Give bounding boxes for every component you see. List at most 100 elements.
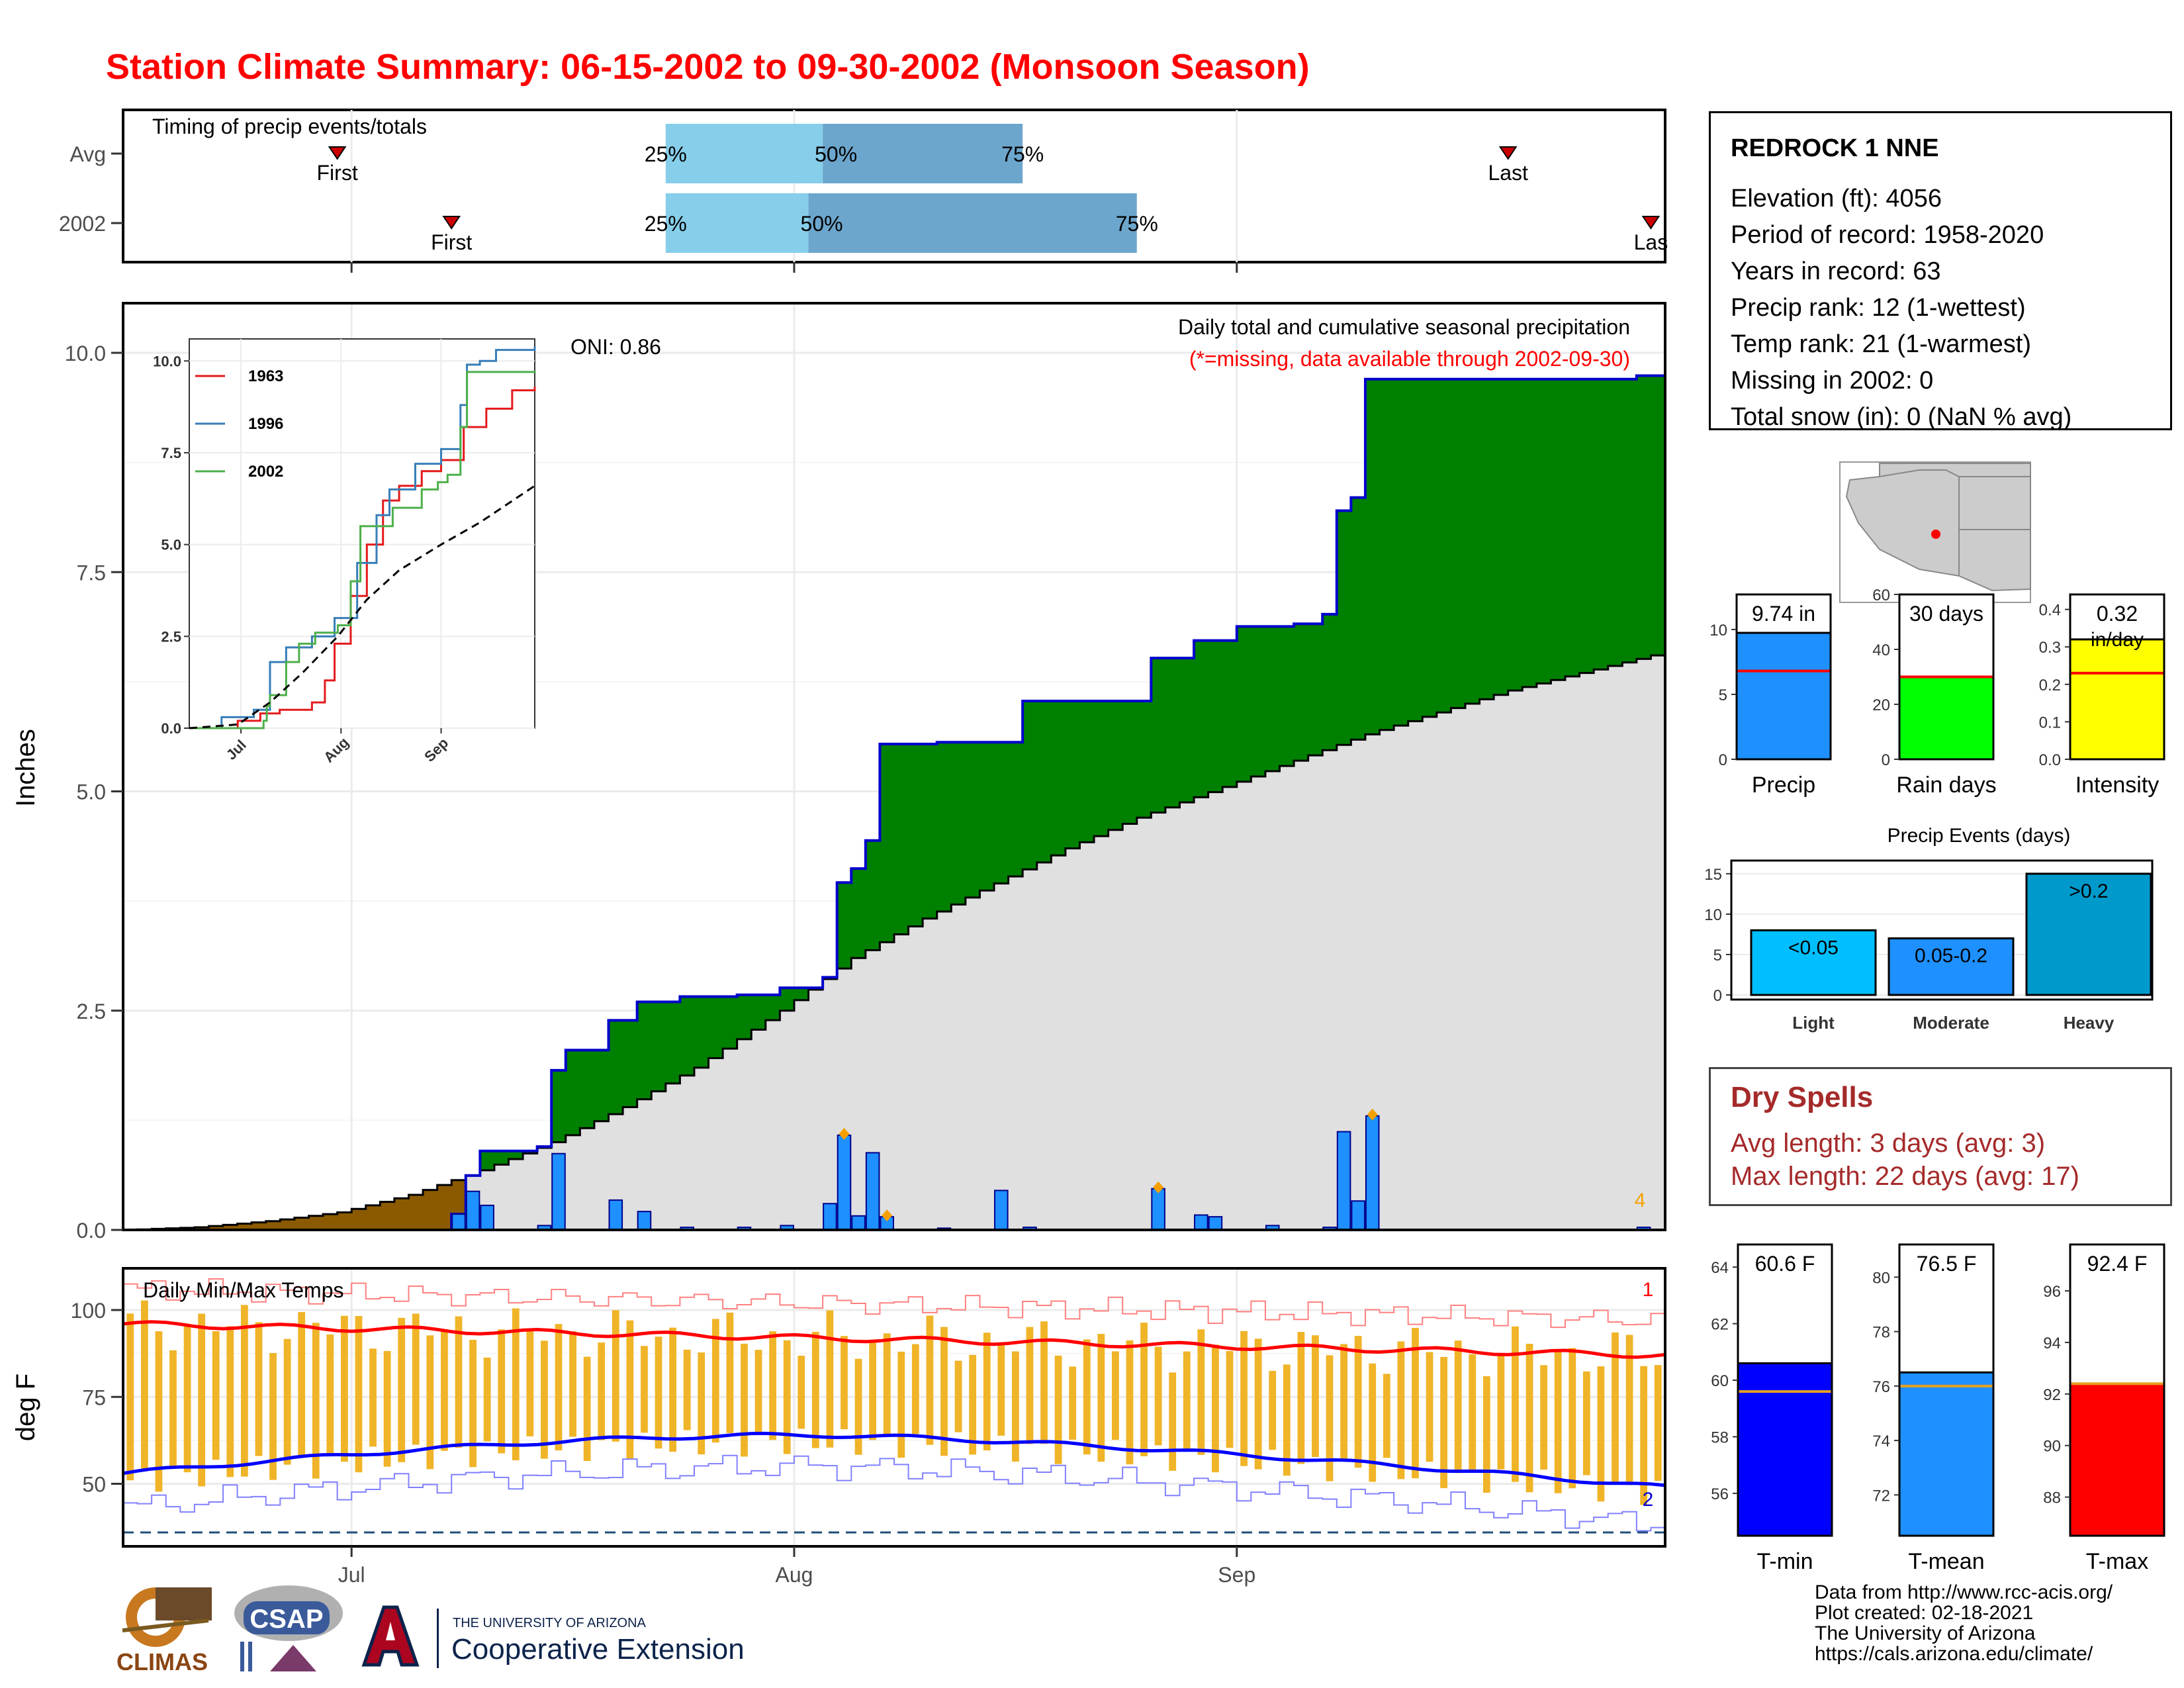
precip-total-0-bar (1735, 632, 1832, 761)
record-min-line (123, 1454, 1665, 1532)
daily-temp-bar (512, 1308, 520, 1461)
temp-total-0-bar (1737, 1362, 1833, 1537)
above-average-fill (1308, 624, 1323, 756)
daily-temp-bar (683, 1349, 691, 1430)
daily-temp-bar (1654, 1365, 1662, 1481)
timing-bar-50-75 (808, 193, 1137, 253)
ua-small-text: THE UNIVERSITY OF ARIZONA (453, 1616, 647, 1630)
precip-total-1-y-tick-label: 20 (1872, 696, 1890, 714)
inset-y-tick-label: 0.0 (161, 720, 181, 737)
precip-events-bar-label: 0.05-0.2 (1915, 945, 1987, 967)
above-average-fill (865, 840, 881, 951)
precip-total-2-border (2069, 593, 2165, 761)
below-average-fill (437, 1185, 452, 1230)
daily-temp-bar (326, 1334, 334, 1454)
precip-y-tick-label: 7.5 (77, 561, 106, 585)
daily-precip-bar (465, 1190, 480, 1231)
dry-spells-avg: Avg length: 3 days (avg: 3) (1731, 1129, 2046, 1158)
precip-total-1-category-label: Rain days (1896, 773, 1996, 798)
precip-chart-title: Daily total and cumulative seasonal prec… (1178, 315, 1630, 339)
timing-bar-25-50 (665, 124, 823, 183)
above-average-fill (1194, 640, 1209, 798)
average-min-line (122, 1431, 1666, 1487)
below-average-fill (323, 1214, 338, 1230)
daily-temp-bar (854, 1358, 862, 1455)
flagged-day-marker (1153, 1181, 1164, 1194)
daily-temp-bar (983, 1333, 991, 1451)
daily-temp-bar (1326, 1355, 1334, 1481)
above-average-fill (894, 743, 909, 935)
above-average-fill (1322, 614, 1338, 751)
daily-temp-bar (883, 1333, 891, 1436)
above-average-fill (494, 1150, 510, 1165)
above-average-fill (1265, 626, 1281, 772)
daily-temp-bar (140, 1300, 148, 1469)
temp-total-2-y-tick-label: 90 (2043, 1438, 2061, 1456)
precip-total-0-value-label: 9.74 in (1752, 602, 1815, 626)
daily-temp-bar (1026, 1327, 1034, 1444)
temp-y-tick-label: 100 (71, 1299, 106, 1323)
above-average-fill (1394, 379, 1409, 726)
precip-corner-count: 4 (1635, 1190, 1646, 1211)
temp-corner-label-record-max: 1 (1643, 1279, 1654, 1301)
ua-block-a-logo (361, 1602, 420, 1675)
above-average-fill (1122, 701, 1138, 824)
dry-spells-title: Dry Spells (1731, 1081, 1874, 1113)
daily-temp-bar (155, 1331, 163, 1492)
above-average-fill (1251, 626, 1266, 776)
below-average-fill (294, 1217, 310, 1230)
daily-temp-bar (341, 1315, 348, 1462)
above-average-fill (1036, 701, 1052, 863)
above-average-fill (623, 1020, 638, 1107)
daily-temp-bar (312, 1323, 320, 1479)
precip-events-y-tick-label: 10 (1704, 906, 1722, 924)
temp-total-0-y-tick-label: 62 (1711, 1316, 1729, 1334)
below-average-fill (251, 1222, 267, 1230)
csap-logo: CSAP (230, 1579, 349, 1681)
daily-temp-bar (1226, 1350, 1234, 1448)
daily-temp-bar (911, 1344, 919, 1434)
precip-total-1-value-label: 30 days (1909, 602, 1983, 626)
credit-plot-created: Plot created: 02-18-2021 (1815, 1602, 2034, 1624)
temp-total-2-bar (2069, 1382, 2165, 1537)
temp-total-1-y-tick-label: 80 (1872, 1269, 1890, 1287)
above-average-fill (951, 742, 966, 905)
daily-temp-bar (1240, 1331, 1248, 1466)
dry-spells-max: Max length: 22 days (avg: 17) (1731, 1162, 2079, 1191)
daily-temp-bar (1554, 1351, 1562, 1493)
timing-bar-50-75 (823, 124, 1023, 183)
station-temp-rank: Temp rank: 21 (1-warmest) (1731, 330, 2032, 358)
daily-temp-bar (1383, 1374, 1390, 1458)
daily-precip-bar (1365, 1115, 1380, 1231)
timing-panel: 25% 50% 75% First Last 25% 50% 75% First Las Timi… (59, 109, 1668, 273)
temp-total-1-value-label: 76.5 F (1917, 1252, 1977, 1276)
precip-y-tick-label: 10.0 (65, 342, 106, 365)
daily-precip-bar (637, 1211, 652, 1231)
daily-temp-bar (255, 1322, 263, 1456)
above-average-fill (936, 742, 952, 912)
above-average-fill (837, 882, 852, 969)
inset-frame (189, 338, 535, 729)
daily-temp-bar (198, 1313, 206, 1487)
inset-legend-label: 2002 (248, 463, 283, 481)
temp-total-1-y-tick-label: 72 (1872, 1487, 1890, 1505)
above-average-fill (480, 1150, 495, 1170)
precip-y-tick-label: 0.0 (77, 1219, 106, 1243)
temp-total-1-category-label: T-mean (1908, 1549, 1984, 1574)
daily-temp-bar (741, 1343, 748, 1457)
precip-total-0-border (1735, 593, 1832, 761)
precip-events-bar (2025, 872, 2152, 996)
precip-total-1-y-tick-label: 40 (1872, 641, 1890, 659)
temp-total-1-bar (1898, 1371, 1995, 1537)
below-average-fill (308, 1215, 324, 1230)
temp-total-0-y-tick-label: 56 (1711, 1485, 1729, 1503)
temp-total-0-category-label: T-min (1757, 1549, 1813, 1574)
daily-temp-bar (641, 1346, 648, 1433)
temp-total-2-category-label: T-max (2086, 1549, 2148, 1574)
credit-data-source: Data from http://www.rcc-acis.org/ (1815, 1581, 2113, 1603)
above-average-fill (637, 1002, 652, 1100)
below-average-fill (351, 1209, 367, 1230)
daily-temp-bar (1112, 1351, 1119, 1440)
precip-total-2-y-tick-label: 0.3 (2039, 639, 2061, 657)
daily-precip-bar (1194, 1214, 1208, 1231)
